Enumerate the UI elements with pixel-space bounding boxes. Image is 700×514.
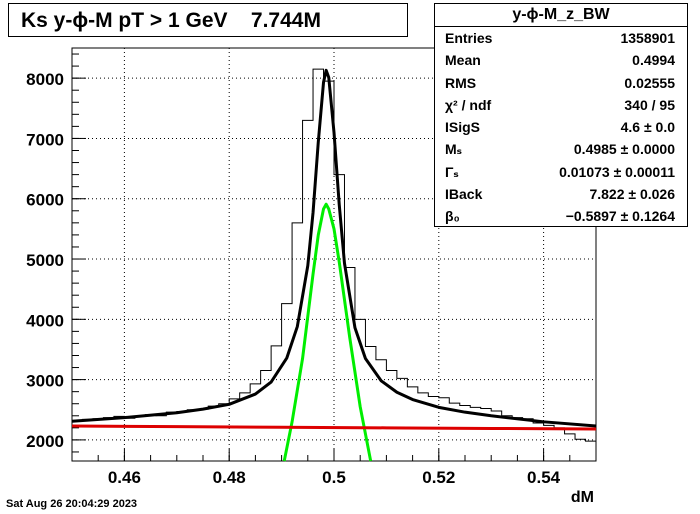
stats-row: χ² / ndf 340 / 95: [435, 94, 687, 116]
stats-value: 1358901: [620, 30, 675, 46]
stats-label: ISigS: [445, 119, 481, 136]
stats-row: β₀ −0.5897 ± 0.1264: [435, 205, 687, 227]
y-tick-label: 6000: [26, 191, 64, 210]
stats-row: ISigS 4.6 ± 0.0: [435, 116, 687, 138]
y-tick-label: 7000: [26, 130, 64, 149]
stats-label: β₀: [445, 208, 460, 225]
x-tick-label: 0.46: [108, 468, 141, 487]
y-tick-label: 8000: [26, 70, 64, 89]
y-tick-label: 2000: [26, 432, 64, 451]
stats-row: Γₛ 0.01073 ± 0.00011: [435, 161, 687, 183]
x-tick-label: 0.54: [527, 468, 561, 487]
stats-value: 0.02555: [624, 74, 675, 91]
stats-label: Γₛ: [445, 163, 459, 180]
series-layer: [71, 68, 597, 462]
fit-background-curve: [71, 424, 597, 431]
stats-value: 7.822 ± 0.026: [589, 186, 675, 203]
y-tick-label: 4000: [26, 311, 64, 330]
stats-value: 340 / 95: [624, 96, 675, 113]
title-count: 7.744M: [250, 9, 321, 32]
chart-title: Ks y-ϕ-M pT > 1 GeV 7.744M: [21, 9, 321, 33]
stats-value: 0.4985 ± 0.0000: [573, 141, 675, 158]
x-tick-label: 0.5: [322, 468, 346, 487]
stats-row: IBack 7.822 ± 0.026: [435, 183, 687, 205]
y-tick-label: 5000: [26, 251, 64, 270]
stats-label: IBack: [445, 186, 483, 203]
stats-label: RMS: [445, 74, 477, 91]
stats-row: Mean 0.4994: [435, 49, 687, 71]
stats-rows: Entries 1358901 Mean 0.4994 RMS 0.02555 χ² / n…: [435, 27, 687, 228]
fit-signal-curve: [282, 202, 373, 462]
x-axis-label: dM: [571, 489, 594, 506]
title-text: Ks y-ϕ-M pT > 1 GeV: [21, 9, 228, 32]
stats-value: 0.01073 ± 0.00011: [559, 163, 675, 180]
fit-total-curve: [71, 68, 597, 428]
axis-ticks: 0.46 0.48 0.5 0.52 0.54 2000 3000 4000 5000 6000 7…: [26, 53, 597, 487]
footer-timestamp: Sat Aug 26 20:04:29 2023: [6, 498, 138, 510]
stats-label: χ² / ndf: [445, 96, 492, 113]
stats-name: y-ϕ-M_z_BW: [435, 4, 687, 27]
chart-title-box: Ks y-ϕ-M pT > 1 GeV 7.744M: [8, 3, 408, 37]
stats-row: Entries 1358901: [435, 27, 687, 49]
stats-row: Mₛ 0.4985 ± 0.0000: [435, 138, 687, 160]
stats-label: Mean: [445, 52, 481, 69]
stats-row: RMS 0.02555: [435, 72, 687, 94]
y-tick-label: 3000: [26, 372, 64, 391]
x-tick-label: 0.52: [422, 468, 455, 487]
stats-label: Entries: [445, 30, 493, 46]
x-tick-label: 0.48: [213, 468, 246, 487]
stats-label: Mₛ: [445, 141, 462, 158]
stats-value: 0.4994: [632, 52, 675, 69]
stats-box: y-ϕ-M_z_BW Entries 1358901 Mean 0.4994 RMS 0.…: [434, 3, 688, 227]
stats-value: −0.5897 ± 0.1264: [565, 208, 675, 225]
stats-value: 4.6 ± 0.0: [620, 119, 675, 136]
